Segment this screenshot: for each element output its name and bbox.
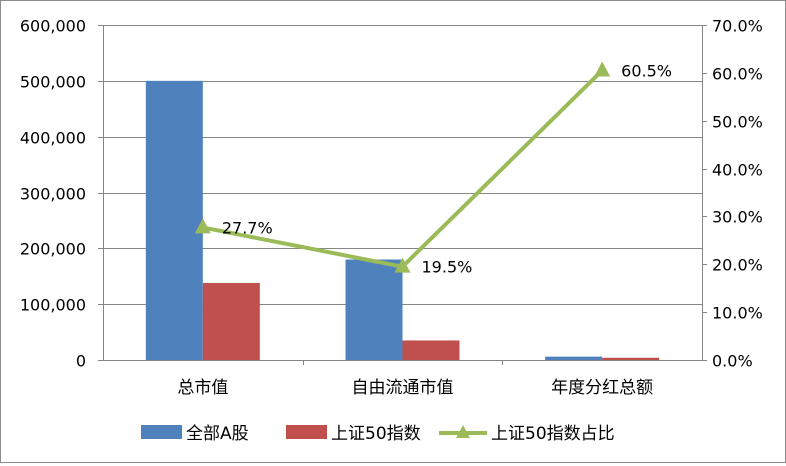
right-tick-label: 50.0% xyxy=(712,113,763,132)
line-marker xyxy=(594,61,611,77)
data-label: 27.7% xyxy=(222,218,273,237)
left-tick-label: 100,000 xyxy=(20,296,86,315)
legend-label: 全部A股 xyxy=(186,424,249,444)
left-tick-label: 600,000 xyxy=(20,17,86,36)
x-tick-label: 总市值 xyxy=(177,378,228,398)
bar xyxy=(602,357,660,360)
line-marker xyxy=(194,218,211,234)
legend-marker xyxy=(456,425,470,438)
data-label: 60.5% xyxy=(621,61,672,80)
bar xyxy=(402,340,460,360)
right-tick-label: 10.0% xyxy=(712,304,763,323)
right-tick-label: 70.0% xyxy=(712,17,763,36)
legend-label: 上证50指数 xyxy=(331,424,421,444)
data-label: 19.5% xyxy=(422,258,473,277)
right-tick-label: 30.0% xyxy=(712,208,763,227)
x-tick-label: 自由流通市值 xyxy=(352,378,454,398)
legend-swatch xyxy=(141,425,182,439)
bar xyxy=(545,356,603,360)
left-tick-label: 300,000 xyxy=(20,185,86,204)
bar xyxy=(145,80,203,360)
legend-label: 上证50指数占比 xyxy=(491,424,615,444)
right-tick-label: 40.0% xyxy=(712,161,763,180)
x-tick-label: 年度分红总额 xyxy=(551,378,653,398)
right-tick-label: 0.0% xyxy=(712,352,753,371)
right-tick-label: 60.0% xyxy=(712,65,763,84)
bar xyxy=(202,282,260,360)
left-tick-label: 400,000 xyxy=(20,129,86,148)
legend-swatch xyxy=(286,425,327,439)
left-tick-label: 500,000 xyxy=(20,73,86,92)
line-marker xyxy=(394,257,411,273)
right-tick-label: 20.0% xyxy=(712,256,763,275)
left-tick-label: 200,000 xyxy=(20,240,86,259)
bar xyxy=(345,259,403,360)
left-tick-label: 0 xyxy=(76,352,86,371)
